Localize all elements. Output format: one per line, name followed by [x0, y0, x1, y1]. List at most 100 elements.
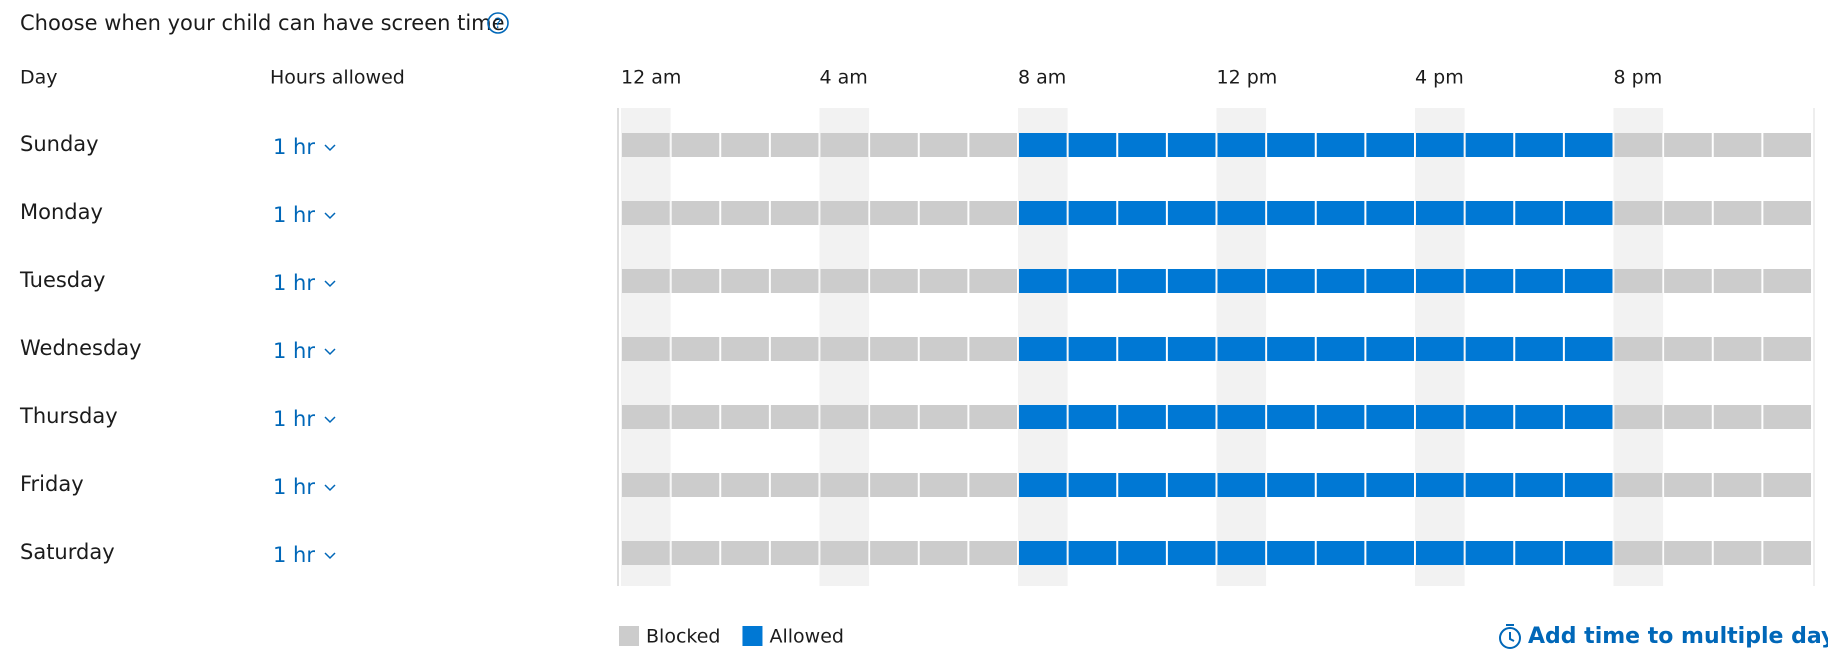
time-cell[interactable] [1564, 405, 1613, 429]
time-cell[interactable] [1416, 405, 1464, 429]
time-cell[interactable] [1564, 541, 1613, 565]
time-cell[interactable] [919, 269, 968, 293]
time-cell[interactable] [1416, 337, 1464, 361]
time-cell[interactable] [770, 269, 819, 293]
time-cell[interactable] [1515, 405, 1563, 429]
time-cell[interactable] [1167, 473, 1216, 497]
time-cell[interactable] [969, 201, 1017, 225]
time-cell[interactable] [721, 541, 769, 565]
time-cell[interactable] [622, 269, 670, 293]
time-cell[interactable] [870, 201, 918, 225]
time-cell[interactable] [671, 269, 720, 293]
time-cell[interactable] [969, 473, 1017, 497]
time-cell[interactable] [1713, 405, 1762, 429]
time-cell[interactable] [919, 473, 968, 497]
time-cell[interactable] [919, 133, 968, 157]
time-cell[interactable] [1068, 201, 1117, 225]
time-cell[interactable] [1019, 337, 1067, 361]
time-cell[interactable] [1366, 473, 1414, 497]
add-time-text[interactable]: Add time to multiple days [1528, 624, 1828, 649]
time-cell[interactable] [1465, 337, 1514, 361]
time-cell[interactable] [1316, 473, 1365, 497]
time-cell[interactable] [1068, 133, 1117, 157]
time-cell[interactable] [1614, 201, 1663, 225]
time-cell[interactable] [671, 133, 720, 157]
time-cell[interactable] [1763, 201, 1811, 225]
time-cell[interactable] [1713, 541, 1762, 565]
time-cell[interactable] [1118, 473, 1166, 497]
time-cell[interactable] [1217, 473, 1266, 497]
time-cell[interactable] [770, 473, 819, 497]
time-cell[interactable] [820, 133, 869, 157]
time-cell[interactable] [1614, 269, 1663, 293]
time-cell[interactable] [919, 201, 968, 225]
time-cell[interactable] [1465, 405, 1514, 429]
time-cell[interactable] [1267, 337, 1315, 361]
time-cell[interactable] [820, 337, 869, 361]
time-cell[interactable] [1316, 201, 1365, 225]
hours-dropdown[interactable]: 1 hr [273, 475, 315, 499]
time-cell[interactable] [870, 337, 918, 361]
time-cell[interactable] [1366, 269, 1414, 293]
time-cell[interactable] [1664, 337, 1712, 361]
time-cell[interactable] [1713, 473, 1762, 497]
time-cell[interactable] [1118, 133, 1166, 157]
time-cell[interactable] [820, 541, 869, 565]
time-cell[interactable] [1515, 133, 1563, 157]
time-cell[interactable] [1713, 337, 1762, 361]
time-cell[interactable] [721, 473, 769, 497]
time-cell[interactable] [820, 201, 869, 225]
time-cell[interactable] [1118, 405, 1166, 429]
time-cell[interactable] [1167, 133, 1216, 157]
time-cell[interactable] [1019, 541, 1067, 565]
time-cell[interactable] [1564, 269, 1613, 293]
time-cell[interactable] [969, 269, 1017, 293]
time-cell[interactable] [721, 201, 769, 225]
time-cell[interactable] [1019, 405, 1067, 429]
time-cell[interactable] [622, 337, 670, 361]
hours-dropdown[interactable]: 1 hr [273, 271, 315, 295]
time-cell[interactable] [1068, 405, 1117, 429]
time-cell[interactable] [1713, 269, 1762, 293]
time-cell[interactable] [1019, 133, 1067, 157]
time-cell[interactable] [1316, 133, 1365, 157]
time-cell[interactable] [1763, 337, 1811, 361]
time-cell[interactable] [1713, 201, 1762, 225]
time-cell[interactable] [1763, 405, 1811, 429]
time-cell[interactable] [1267, 405, 1315, 429]
time-cell[interactable] [1366, 541, 1414, 565]
time-cell[interactable] [770, 337, 819, 361]
time-cell[interactable] [870, 541, 918, 565]
hours-dropdown[interactable]: 1 hr [273, 543, 315, 567]
time-cell[interactable] [1316, 337, 1365, 361]
time-cell[interactable] [1118, 337, 1166, 361]
time-cell[interactable] [1465, 541, 1514, 565]
time-cell[interactable] [1564, 133, 1613, 157]
time-cell[interactable] [820, 473, 869, 497]
time-cell[interactable] [1267, 133, 1315, 157]
time-cell[interactable] [870, 405, 918, 429]
time-cell[interactable] [1019, 269, 1067, 293]
time-cell[interactable] [919, 337, 968, 361]
time-cell[interactable] [1118, 541, 1166, 565]
time-cell[interactable] [622, 405, 670, 429]
time-cell[interactable] [1118, 201, 1166, 225]
time-cell[interactable] [1664, 201, 1712, 225]
time-cell[interactable] [1664, 473, 1712, 497]
time-cell[interactable] [1763, 541, 1811, 565]
time-cell[interactable] [1267, 473, 1315, 497]
time-cell[interactable] [1614, 473, 1663, 497]
time-cell[interactable] [1217, 269, 1266, 293]
time-cell[interactable] [1316, 269, 1365, 293]
time-cell[interactable] [1267, 201, 1315, 225]
time-cell[interactable] [1614, 337, 1663, 361]
help-icon[interactable]: ? [487, 12, 509, 34]
time-cell[interactable] [1713, 133, 1762, 157]
time-cell[interactable] [671, 201, 720, 225]
time-cell[interactable] [1465, 269, 1514, 293]
time-cell[interactable] [1664, 269, 1712, 293]
time-cell[interactable] [1217, 133, 1266, 157]
time-cell[interactable] [1416, 133, 1464, 157]
time-cell[interactable] [1564, 337, 1613, 361]
time-cell[interactable] [1614, 541, 1663, 565]
